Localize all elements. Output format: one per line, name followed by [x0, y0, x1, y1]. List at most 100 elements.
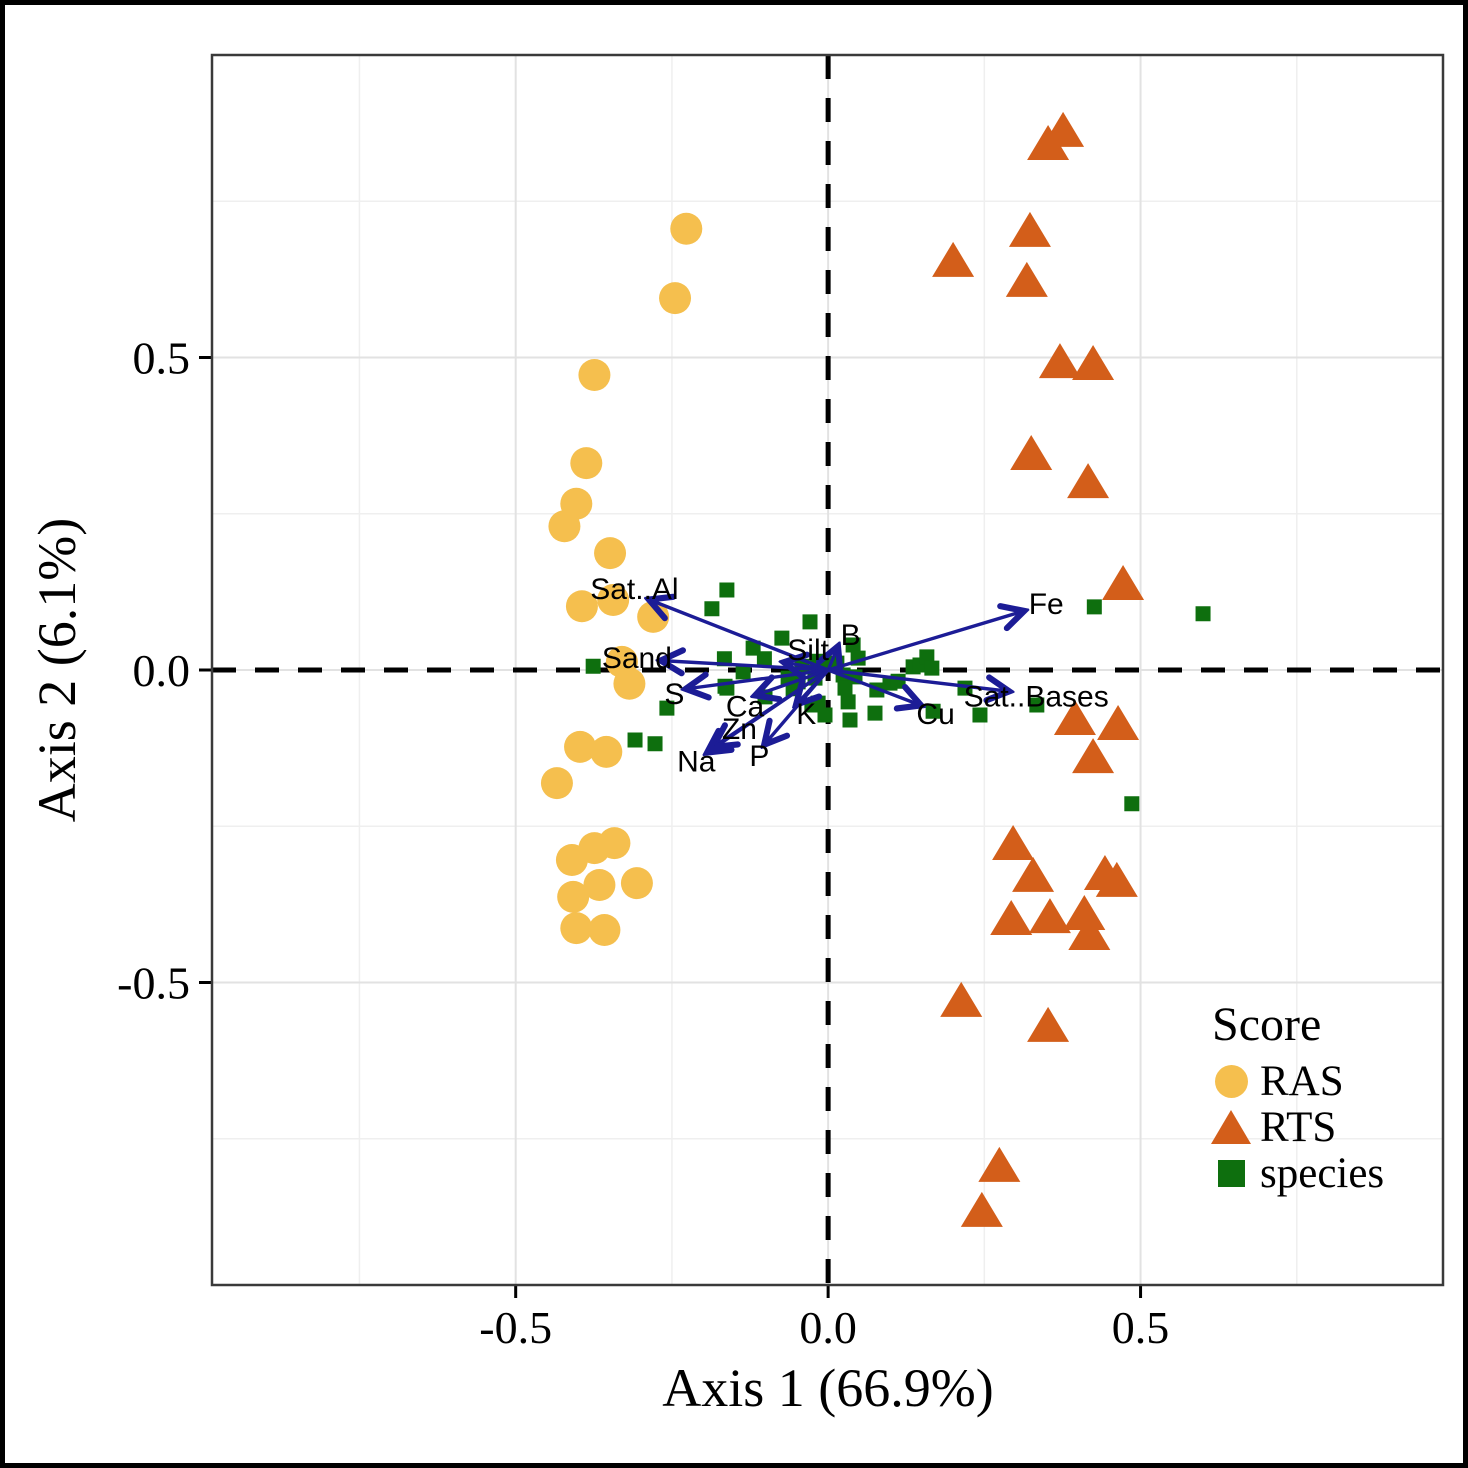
vector-k [797, 668, 830, 704]
vector-label-sat..al: Sat..Al [590, 573, 678, 606]
rts-point [1038, 343, 1081, 379]
species-point [1124, 796, 1140, 812]
species-point [774, 630, 790, 646]
species-point [756, 651, 772, 667]
rts-point [1068, 915, 1111, 950]
species-point [972, 707, 988, 723]
rts-point [992, 825, 1035, 860]
rts-triangle-marker-icon [1211, 1110, 1251, 1145]
legend-item-ras: RAS [1208, 1058, 1384, 1104]
vector-label-s: S [664, 678, 684, 711]
ras-point [564, 730, 597, 763]
ras-point [613, 667, 646, 700]
x-axis-title: Axis 1 (66.9%) [662, 1358, 994, 1418]
ras-point [560, 912, 593, 945]
legend-label-ras: RAS [1260, 1057, 1344, 1105]
vector-fe [827, 611, 1023, 672]
rts-point [1097, 705, 1140, 740]
vector-label-p: P [749, 740, 769, 773]
legend-label-rts: RTS [1260, 1103, 1337, 1151]
species-point [735, 664, 751, 680]
rts-point [978, 1146, 1021, 1182]
species-point [837, 680, 853, 696]
vector-label-b: B [841, 619, 861, 652]
species-square-marker-icon [1217, 1159, 1245, 1187]
rts-point [960, 1191, 1003, 1227]
species-point [647, 736, 663, 752]
ras-point [578, 359, 611, 391]
ras-point [594, 537, 627, 570]
vector-label-cu: Cu [916, 698, 954, 731]
rts-point [1008, 211, 1051, 247]
rts-point [1102, 565, 1145, 600]
ras-point [588, 914, 621, 946]
ras-point [557, 880, 590, 913]
legend-label-species: species [1260, 1149, 1385, 1197]
ras-point [597, 584, 630, 616]
y-tick-label: 0.5 [133, 333, 191, 384]
species-point [1086, 599, 1102, 615]
rts-point [990, 900, 1033, 935]
legend-item-rts: RTS [1208, 1104, 1384, 1150]
rts-point [1028, 898, 1071, 934]
legend-title: Score [1212, 998, 1322, 1051]
y-tick-label: -0.5 [117, 958, 190, 1009]
species-point [659, 700, 675, 716]
rts-point [1072, 738, 1115, 774]
ras-point [548, 510, 581, 543]
rts-point [1063, 895, 1106, 930]
species-point [867, 705, 883, 721]
rts-point [1027, 1006, 1070, 1042]
vector-sat..bases [827, 668, 1008, 691]
species-point [924, 660, 940, 676]
species-point [925, 703, 941, 719]
vector-label-ca: Ca [726, 691, 765, 724]
vector-label-k: K [796, 698, 816, 731]
rts-point [1012, 856, 1055, 892]
species-point [842, 712, 858, 728]
y-tick-label: 0.0 [133, 645, 191, 696]
legend-item-species: species [1208, 1150, 1384, 1196]
rts-point [1005, 261, 1048, 297]
rts-point [1072, 345, 1115, 380]
rts-point [1042, 111, 1085, 147]
species-point [719, 582, 735, 598]
y-axis-title: Axis 2 (6.1%) [27, 517, 87, 823]
rts-point [1095, 861, 1138, 897]
ras-point [670, 212, 703, 245]
ras-point [570, 447, 603, 480]
rts-point [1067, 463, 1110, 499]
ras-point [565, 590, 598, 623]
species-point [817, 707, 833, 723]
panel-border [210, 53, 1445, 1287]
species-point [585, 658, 601, 674]
ras-circle-marker-icon [1214, 1064, 1248, 1098]
ras-point [620, 867, 653, 900]
x-tick-label: 0.5 [1112, 1302, 1170, 1353]
species-point [627, 732, 643, 748]
rts-point [1010, 435, 1053, 470]
vector-label-silt: Silt [787, 634, 829, 667]
species-point [802, 614, 818, 630]
rts-point [940, 981, 983, 1017]
species-point [1195, 606, 1211, 622]
ras-point [540, 767, 573, 800]
ras-point [583, 869, 616, 901]
ras-point [555, 844, 588, 876]
vector-b [828, 648, 837, 671]
rts-point [932, 241, 975, 277]
x-tick-label: 0.0 [799, 1302, 857, 1353]
legend: Score RAS RTS species [1208, 998, 1384, 1196]
species-point [704, 601, 720, 617]
vector-label-zn: Zn [722, 713, 757, 746]
vector-label-sat..bases: Sat..Bases [964, 681, 1109, 714]
vector-label-fe: Fe [1029, 588, 1064, 621]
ras-point [659, 282, 692, 315]
rts-point [1053, 700, 1096, 735]
vector-label-sand: Sand [602, 642, 672, 675]
x-tick-label: -0.5 [479, 1302, 552, 1353]
species-point [840, 694, 856, 710]
species-point [845, 637, 861, 653]
